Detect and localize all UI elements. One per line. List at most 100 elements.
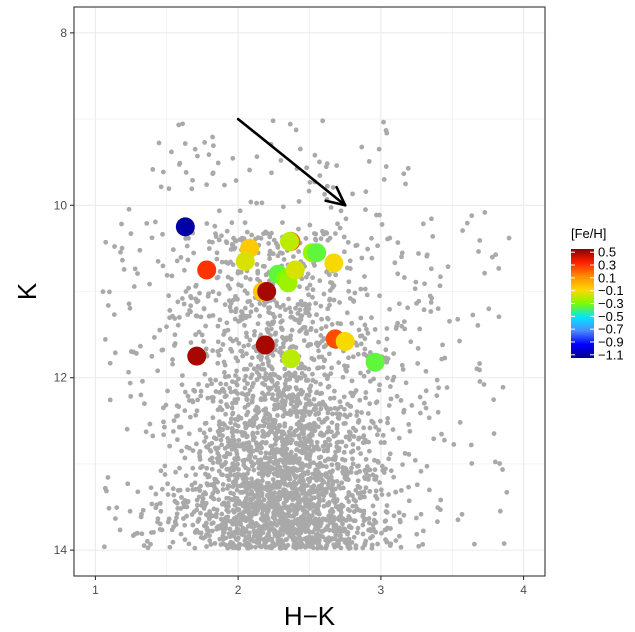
- background-point: [243, 330, 249, 336]
- background-point: [245, 391, 251, 397]
- background-point: [318, 236, 324, 242]
- background-point: [455, 517, 461, 523]
- background-point: [271, 319, 277, 325]
- background-point: [291, 254, 296, 260]
- background-point: [248, 459, 254, 465]
- background-point: [269, 378, 275, 384]
- arrow-head: [324, 185, 347, 207]
- background-point: [324, 517, 330, 523]
- background-point: [384, 336, 390, 342]
- background-point: [140, 507, 146, 513]
- background-point: [420, 221, 426, 227]
- background-point: [272, 454, 277, 460]
- background-point: [436, 385, 442, 391]
- background-point: [501, 541, 507, 546]
- background-point: [182, 522, 188, 528]
- background-point: [372, 511, 378, 517]
- background-point: [329, 365, 335, 371]
- background-point: [303, 401, 309, 407]
- background-point: [266, 322, 272, 327]
- background-point: [414, 301, 419, 306]
- background-point: [253, 307, 259, 312]
- background-point: [182, 408, 188, 414]
- background-point: [491, 431, 497, 436]
- background-point: [415, 345, 421, 351]
- background-point: [346, 524, 352, 530]
- background-point: [268, 230, 274, 236]
- background-point: [358, 451, 364, 457]
- background-point: [202, 421, 208, 426]
- background-point: [112, 244, 117, 249]
- background-point: [220, 487, 226, 492]
- background-point: [323, 537, 329, 543]
- background-point: [323, 230, 329, 235]
- background-point: [253, 236, 258, 242]
- background-point: [166, 293, 172, 299]
- background-point: [305, 471, 311, 476]
- background-point: [270, 477, 276, 482]
- background-point: [148, 485, 154, 491]
- background-point: [217, 419, 222, 425]
- background-point: [391, 374, 397, 380]
- background-point: [351, 534, 357, 540]
- background-point: [244, 334, 250, 340]
- background-point: [297, 519, 302, 525]
- background-point: [210, 313, 216, 318]
- background-point: [370, 503, 376, 509]
- background-point: [187, 414, 193, 420]
- background-point: [287, 305, 292, 311]
- background-point: [342, 363, 347, 369]
- background-point: [426, 487, 432, 493]
- background-point: [220, 342, 226, 347]
- background-point: [321, 291, 327, 297]
- background-point: [310, 275, 315, 281]
- background-point: [348, 449, 354, 455]
- background-point: [242, 220, 248, 226]
- background-point: [241, 509, 247, 515]
- background-point: [336, 360, 342, 366]
- background-point: [278, 158, 284, 163]
- background-point: [206, 528, 212, 534]
- background-point: [314, 468, 320, 474]
- background-point: [100, 289, 106, 295]
- background-point: [144, 220, 150, 226]
- background-point: [301, 338, 307, 343]
- background-point: [233, 477, 238, 483]
- background-point: [388, 526, 393, 531]
- background-point: [287, 430, 293, 436]
- background-point: [306, 445, 312, 450]
- background-point: [111, 312, 117, 317]
- background-point: [223, 239, 229, 245]
- background-point: [318, 303, 324, 309]
- background-point: [254, 200, 259, 206]
- background-point: [223, 411, 228, 417]
- background-point: [324, 542, 330, 548]
- background-point: [306, 505, 312, 511]
- background-point: [215, 360, 221, 366]
- background-point: [214, 507, 220, 513]
- background-point: [399, 362, 405, 368]
- background-point: [385, 420, 390, 426]
- background-point: [198, 465, 203, 471]
- background-point: [236, 376, 241, 382]
- background-point: [215, 349, 221, 354]
- background-point: [349, 493, 355, 498]
- background-point: [291, 487, 297, 493]
- background-point: [403, 181, 408, 187]
- background-point: [307, 388, 313, 394]
- background-point: [267, 500, 272, 505]
- background-point: [228, 416, 234, 422]
- background-point: [171, 524, 177, 530]
- background-point: [307, 282, 313, 288]
- background-point: [225, 425, 230, 431]
- background-point: [253, 544, 258, 550]
- feh-point: [235, 251, 255, 271]
- y-axis-ticks: 8 10 12 14: [54, 26, 74, 557]
- background-point: [319, 517, 325, 523]
- background-point: [216, 352, 222, 358]
- background-point: [468, 442, 474, 448]
- background-point: [257, 493, 263, 499]
- background-point: [306, 313, 312, 318]
- background-point: [422, 281, 427, 287]
- background-point: [188, 340, 194, 345]
